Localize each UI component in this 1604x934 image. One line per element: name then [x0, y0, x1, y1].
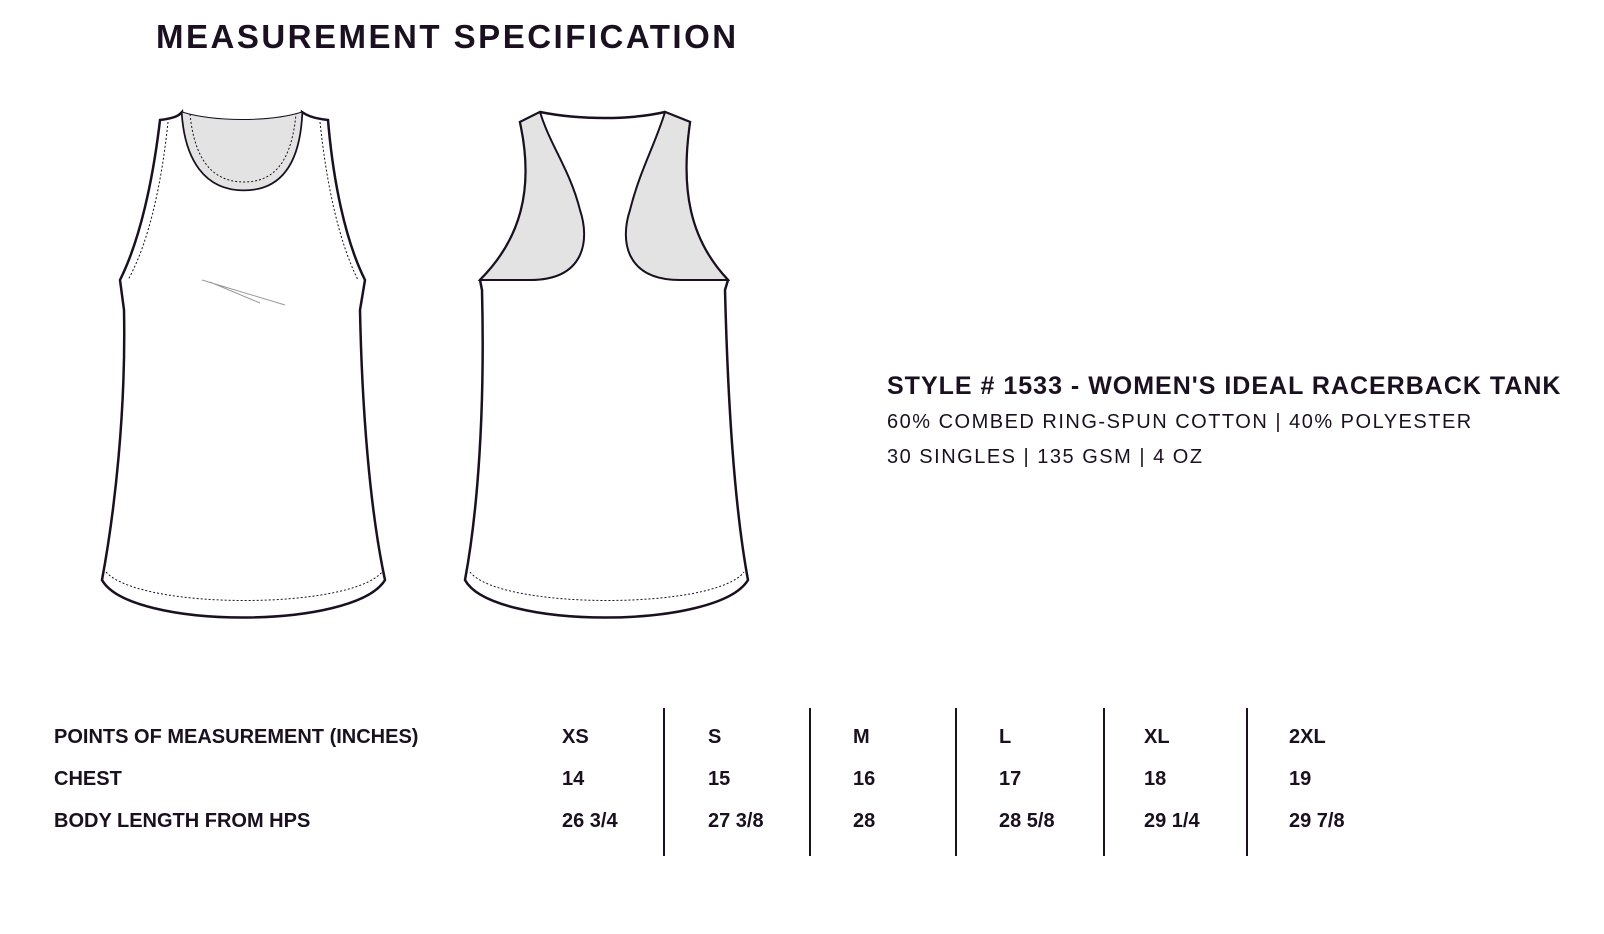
value: 28 5/8 [999, 810, 1055, 832]
size-2xl: 2XL [1289, 726, 1326, 748]
value: 17 [999, 768, 1022, 790]
value: 29 1/4 [1144, 810, 1200, 832]
value: 18 [1144, 768, 1167, 790]
value: 19 [1289, 768, 1312, 790]
value: 15 [708, 768, 731, 790]
size-l: L [999, 726, 1012, 748]
value: 14 [562, 768, 585, 790]
size-s: S [708, 726, 722, 748]
tank-drawings [100, 109, 750, 619]
size-xl: XL [1144, 726, 1170, 748]
value: 27 3/8 [708, 810, 764, 832]
column-divider [955, 708, 957, 856]
fabric-composition: 60% COMBED RING-SPUN COTTON | 40% POLYES… [887, 411, 1473, 433]
product-info: STYLE # 1533 - WOMEN'S IDEAL RACERBACK T… [887, 372, 1561, 481]
style-heading: STYLE # 1533 - WOMEN'S IDEAL RACERBACK T… [887, 372, 1562, 400]
value: 29 7/8 [1289, 810, 1345, 832]
row-label: BODY LENGTH FROM HPS [54, 810, 311, 832]
column-divider [1246, 708, 1248, 856]
size-m: M [853, 726, 870, 748]
header-label: POINTS OF MEASUREMENT (INCHES) [54, 726, 419, 748]
page-title: MEASUREMENT SPECIFICATION [156, 18, 739, 55]
back-view-tank [463, 110, 750, 619]
row-label: CHEST [54, 768, 122, 790]
value: 16 [853, 768, 876, 790]
front-view-tank [100, 109, 387, 619]
column-divider [663, 708, 665, 856]
value: 26 3/4 [562, 810, 618, 832]
column-divider [809, 708, 811, 856]
column-divider [1103, 708, 1105, 856]
value: 28 [853, 810, 876, 832]
size-xs: XS [562, 726, 589, 748]
fabric-specs: 30 SINGLES | 135 GSM | 4 OZ [887, 446, 1204, 468]
